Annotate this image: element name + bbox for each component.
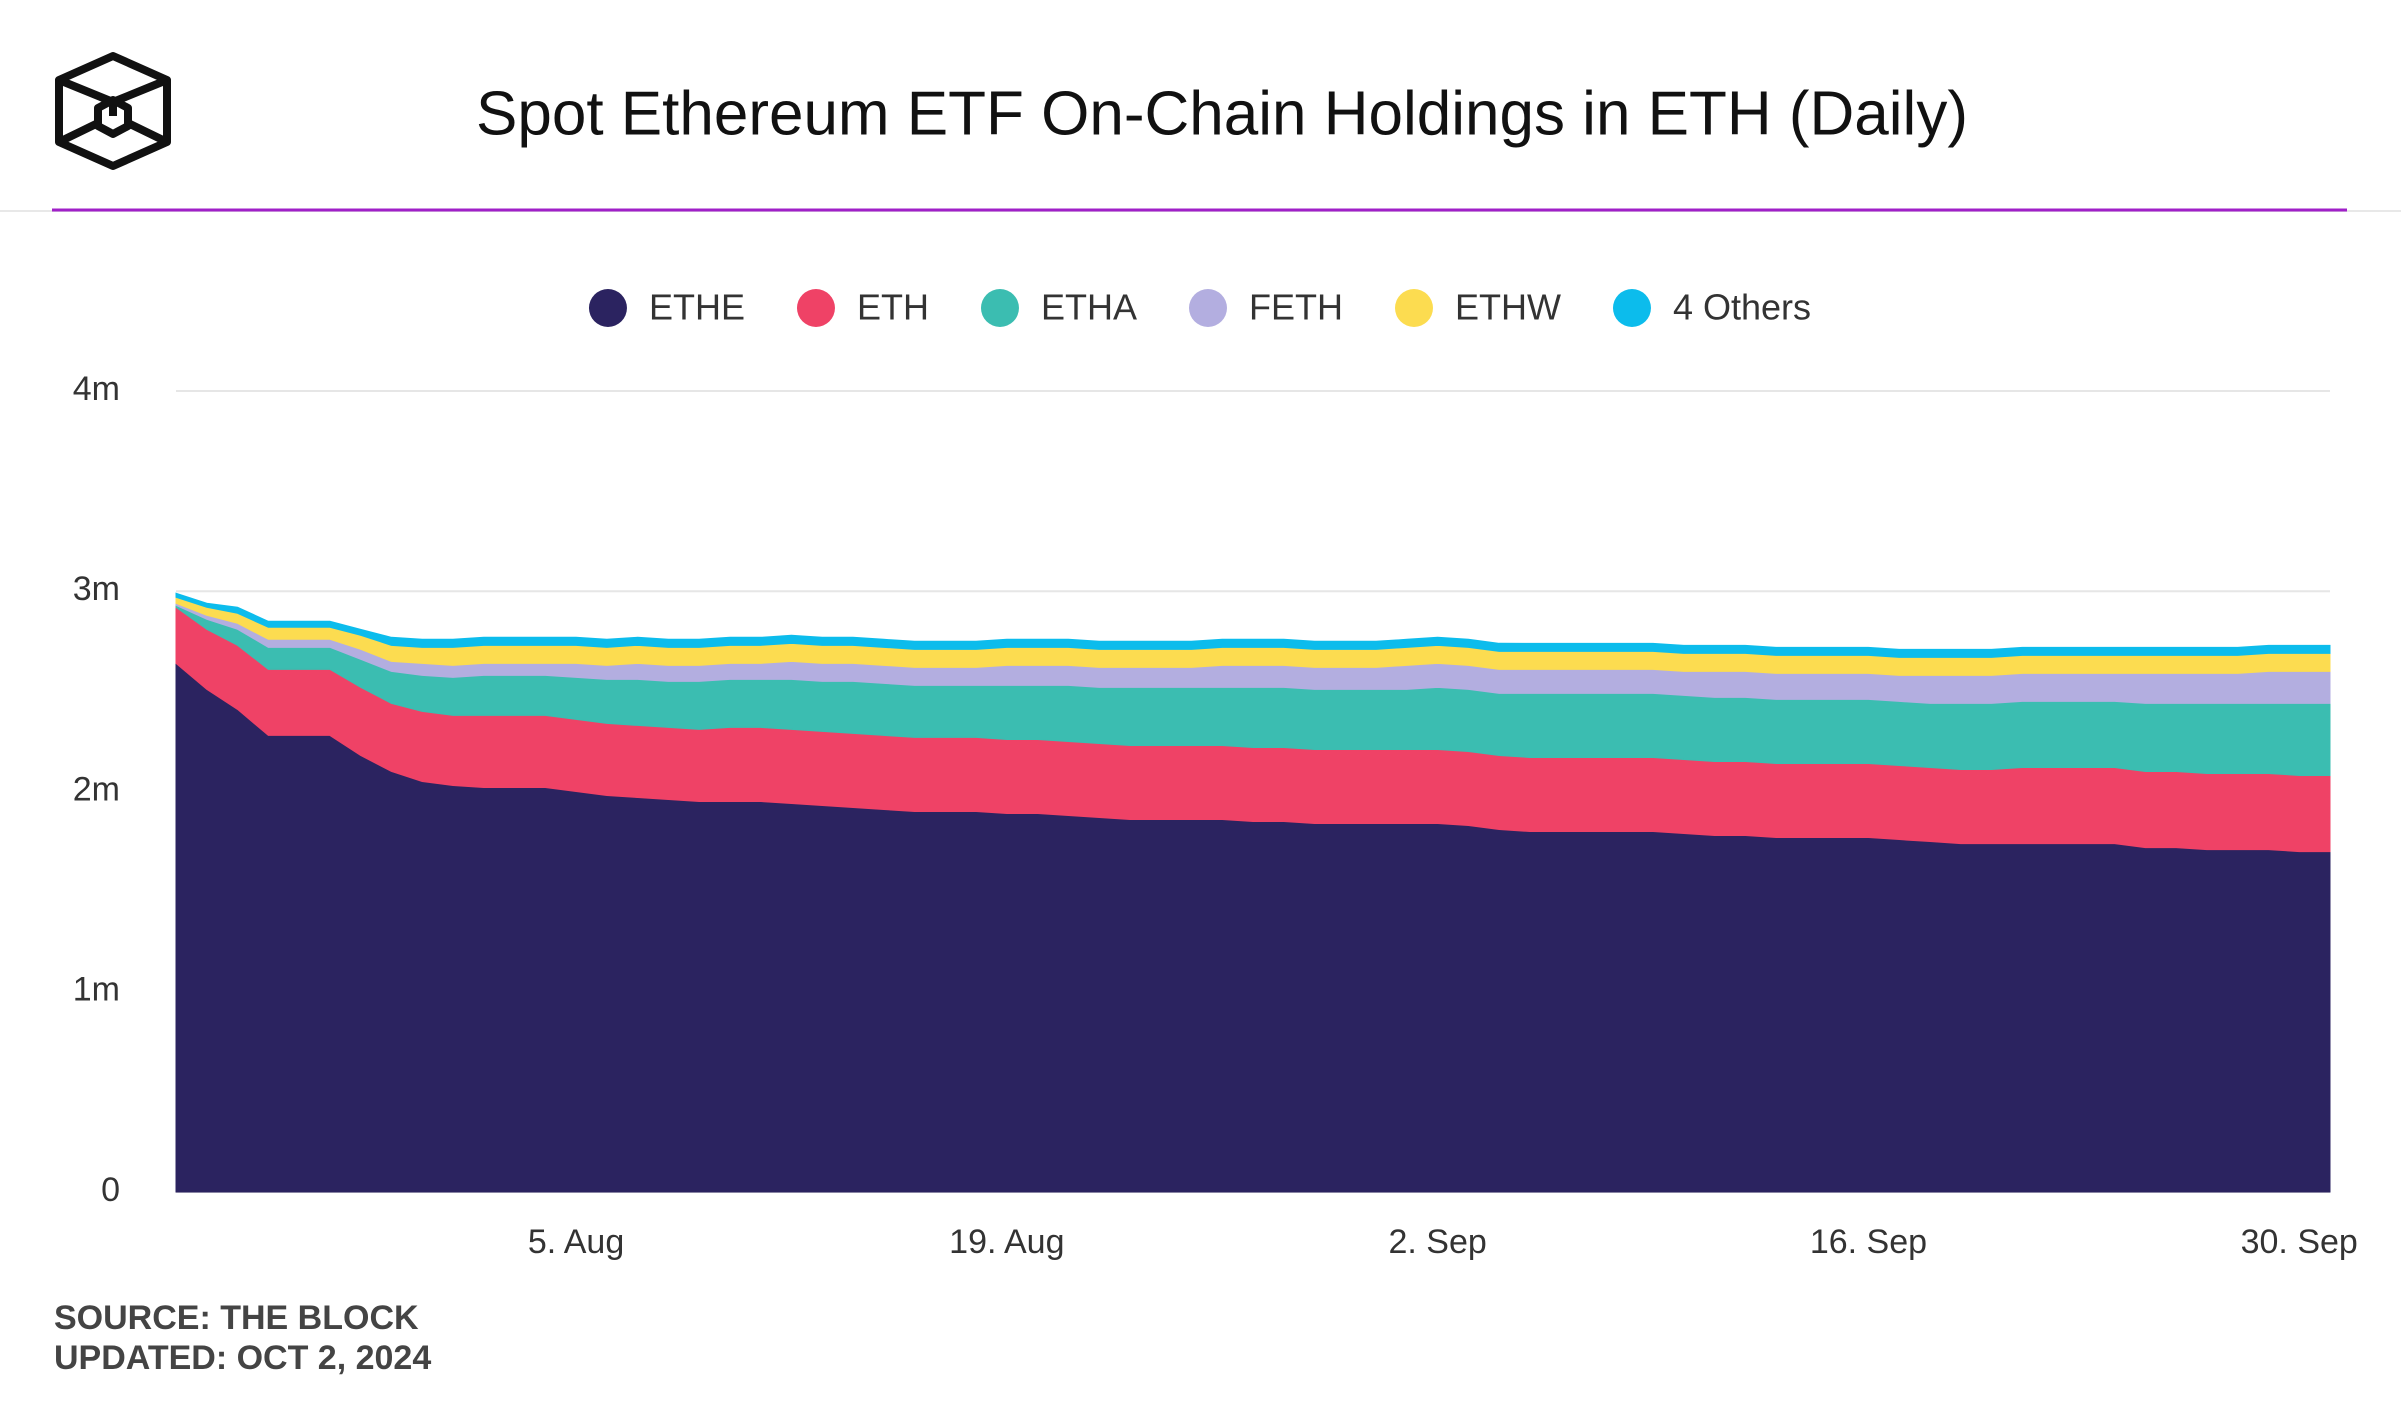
legend-swatch <box>588 289 627 327</box>
legend-item: ETHA <box>980 287 1137 328</box>
legend-item: ETH <box>796 287 929 328</box>
source-note: SOURCE: THE BLOCK <box>54 1299 419 1337</box>
y-tick-label: 3m <box>73 570 120 608</box>
legend-swatch <box>980 289 1019 327</box>
legend: ETHE ETH ETHA FETH ETHW 4 Others <box>588 287 1811 328</box>
logo-core <box>94 96 132 138</box>
y-tick-label: 4m <box>73 370 120 408</box>
y-tick-label: 2m <box>73 770 120 808</box>
legend-item: ETHW <box>1394 287 1561 328</box>
y-tick-label: 1m <box>73 971 120 1009</box>
x-tick-label: 16. Sep <box>1810 1223 1927 1261</box>
chart-title: Spot Ethereum ETF On-Chain Holdings in E… <box>476 79 1968 148</box>
legend-label: ETHW <box>1455 287 1561 328</box>
x-tick-label: 19. Aug <box>949 1223 1064 1261</box>
legend-swatch <box>796 289 835 327</box>
area <box>175 592 2331 658</box>
x-tick-label: 5. Aug <box>528 1223 624 1261</box>
x-tick-label: 30. Sep <box>2241 1223 2358 1261</box>
legend-swatch <box>1612 289 1651 327</box>
legend-item: 4 Others <box>1612 287 1811 328</box>
legend-label: ETHE <box>649 287 745 328</box>
y-tick-label: 0 <box>101 1171 120 1209</box>
x-tick-label: 2. Sep <box>1388 1223 1486 1261</box>
updated-note: UPDATED: OCT 2, 2024 <box>54 1339 431 1377</box>
legend-label: ETH <box>857 287 929 328</box>
legend-label: ETHA <box>1041 287 1137 328</box>
legend-label: 4 Others <box>1673 287 1811 328</box>
area <box>175 596 2331 676</box>
plot-areas <box>175 592 2331 1193</box>
legend-swatch <box>1188 289 1227 327</box>
logo <box>55 52 171 170</box>
legend-item: ETHE <box>588 287 745 328</box>
legend-item: FETH <box>1188 287 1343 328</box>
axes: 0 1m 2m 3m 4m 5. Aug 19. Aug 2. Sep 16. Sep 30. S… <box>73 370 2358 1261</box>
legend-label: FETH <box>1249 287 1343 328</box>
legend-swatch <box>1394 289 1433 327</box>
